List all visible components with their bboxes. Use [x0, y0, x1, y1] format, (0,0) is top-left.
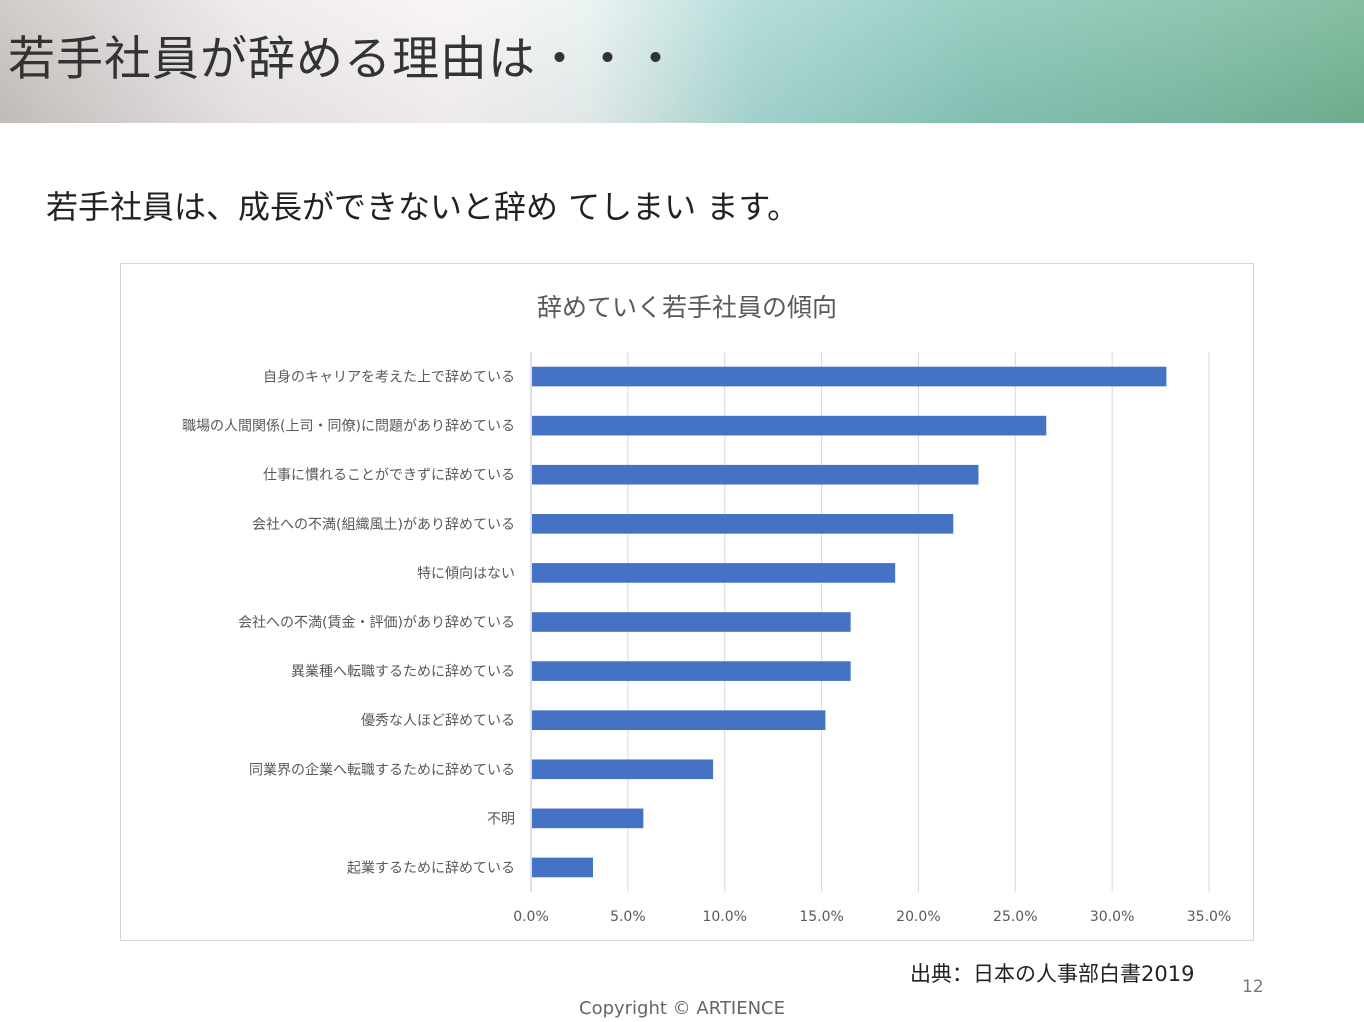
- category-label: 起業するために辞めている: [347, 860, 515, 876]
- bar: [532, 366, 1167, 387]
- bar: [532, 808, 644, 829]
- category-label: 同業界の企業へ転職するために辞めている: [249, 761, 515, 778]
- category-label: 自身のキャリアを考えた上で辞めている: [263, 370, 515, 386]
- bar: [532, 514, 954, 534]
- bar: [532, 661, 851, 681]
- category-label: 優秀な人ほど辞めている: [361, 713, 515, 729]
- title-banner: [0, 0, 1364, 123]
- slide-subtitle: 若手社員は、成長ができないと辞め てしまい ます。: [46, 188, 800, 226]
- category-label: 仕事に慣れることができずに辞めている: [263, 467, 515, 484]
- x-tick-label: 30.0%: [1090, 909, 1134, 925]
- category-label: 異業種へ転職するために辞めている: [291, 664, 515, 680]
- bar: [532, 759, 714, 780]
- category-label: 会社への不満(組織風土)があり辞めている: [252, 517, 515, 533]
- bar: [532, 415, 1047, 436]
- x-tick-label: 5.0%: [610, 909, 646, 925]
- x-tick-label: 35.0%: [1187, 909, 1231, 925]
- bar: [532, 710, 826, 730]
- bar: [532, 464, 979, 485]
- x-tick-label: 0.0%: [513, 909, 549, 925]
- source-note: 出典：日本の人事部白書2019: [910, 962, 1195, 986]
- bar: [532, 612, 851, 632]
- category-label: 職場の人間関係(上司・同僚)に問題があり辞めている: [182, 419, 515, 435]
- chart-container: 辞めていく若手社員の傾向 0.0% 5.0% 10.0% 15.0% 20.0% 25.0…: [120, 263, 1254, 941]
- bar: [532, 857, 593, 878]
- slide-title: 若手社員が辞める理由は・・・: [8, 32, 680, 87]
- bar-chart: 0.0% 5.0% 10.0% 15.0% 20.0% 25.0% 30.0% 35.0% 自身…: [182, 352, 1231, 925]
- bar: [532, 563, 896, 583]
- page-number: 12: [1242, 977, 1264, 997]
- x-tick-label: 25.0%: [993, 909, 1037, 925]
- copyright: Copyright © ARTIENCE: [579, 998, 785, 1019]
- x-tick-label: 20.0%: [896, 909, 940, 925]
- category-label: 会社への不満(賃金・評価)があり辞めている: [238, 615, 515, 631]
- x-tick-label: 10.0%: [702, 909, 746, 925]
- category-label: 特に傾向はない: [417, 566, 515, 582]
- x-tick-label: 15.0%: [799, 909, 843, 925]
- chart-title: 辞めていく若手社員の傾向: [536, 293, 837, 322]
- category-label: 不明: [487, 811, 515, 827]
